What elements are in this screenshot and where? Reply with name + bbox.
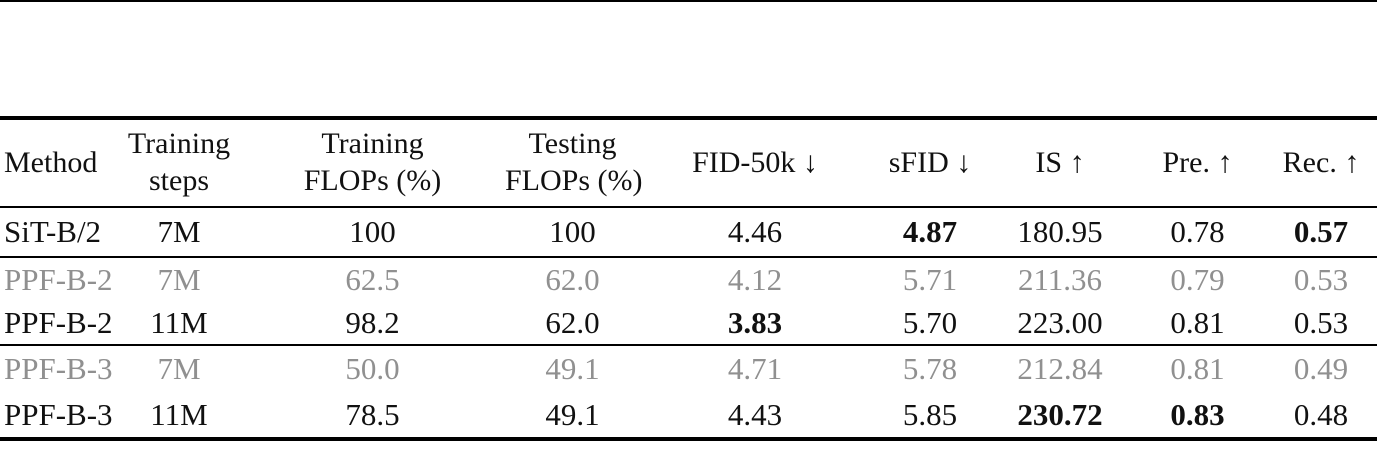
table-body: SiT-B/2 7M 100 100 4.46 4.87 180.95 0.78… bbox=[0, 207, 1377, 439]
cell-training-steps: 11M bbox=[150, 396, 208, 432]
cell-is: 230.72 bbox=[1017, 396, 1103, 432]
cell-recall: 0.53 bbox=[1293, 261, 1349, 297]
cell-method: PPF-B-2 bbox=[4, 304, 113, 340]
header-line: FLOPs (%) bbox=[505, 164, 643, 197]
table-row-ppf-b2-11m: PPF-B-2 11M 98.2 62.0 3.83 5.70 223.00 0… bbox=[0, 301, 1377, 345]
cell-recall: 0.49 bbox=[1293, 351, 1349, 387]
cell-fid50k: 3.83 bbox=[727, 304, 783, 340]
cell-method: PPF-B-3 bbox=[4, 396, 113, 432]
cell-precision: 0.79 bbox=[1170, 261, 1225, 297]
cell-training-flops: 98.2 bbox=[345, 304, 400, 340]
cell-training-flops: 50.0 bbox=[345, 351, 400, 387]
cell-sfid: 5.70 bbox=[902, 304, 958, 340]
cell-testing-flops: 49.1 bbox=[545, 351, 600, 387]
table-row-ppf-b2-7m: PPF-B-2 7M 62.5 62.0 4.12 5.71 211.36 0.… bbox=[0, 257, 1377, 301]
cell-sfid: 5.78 bbox=[902, 351, 958, 387]
cell-is: 223.00 bbox=[1017, 304, 1103, 340]
table-header: Method Training steps Training FLOPs (%)… bbox=[0, 118, 1377, 207]
col-header-testing-flops: Testing FLOPs (%) bbox=[505, 118, 643, 207]
header-line: steps bbox=[149, 164, 209, 197]
top-divider-rule bbox=[0, 0, 1377, 2]
cell-training-flops: 100 bbox=[349, 214, 396, 250]
col-header-sfid: sFID ↓ bbox=[888, 145, 972, 179]
cell-fid50k: 4.12 bbox=[727, 261, 783, 297]
cell-testing-flops: 62.0 bbox=[545, 261, 600, 297]
cell-sfid: 5.85 bbox=[902, 396, 958, 432]
table-row-ppf-b3-11m: PPF-B-3 11M 78.5 49.1 4.43 5.85 230.72 0… bbox=[0, 392, 1377, 439]
cell-method: SiT-B/2 bbox=[4, 214, 102, 250]
cell-method: PPF-B-3 bbox=[4, 351, 113, 387]
cell-training-steps: 11M bbox=[150, 304, 208, 340]
cell-training-flops: 78.5 bbox=[345, 396, 400, 432]
cell-fid50k: 4.46 bbox=[727, 214, 783, 250]
cell-training-steps: 7M bbox=[157, 261, 201, 297]
cell-training-steps: 7M bbox=[157, 351, 201, 387]
cell-recall: 0.53 bbox=[1293, 304, 1349, 340]
cell-recall: 0.48 bbox=[1293, 396, 1349, 432]
cell-precision: 0.83 bbox=[1170, 396, 1225, 432]
cell-testing-flops: 100 bbox=[549, 214, 596, 250]
cell-is: 212.84 bbox=[1017, 351, 1103, 387]
header-line: Training bbox=[321, 127, 424, 161]
cell-precision: 0.78 bbox=[1170, 214, 1225, 250]
cell-training-flops: 62.5 bbox=[345, 261, 400, 297]
cell-recall: 0.57 bbox=[1293, 214, 1349, 250]
col-header-training-steps: Training steps bbox=[118, 118, 240, 207]
cell-fid50k: 4.43 bbox=[727, 396, 783, 432]
cell-fid50k: 4.71 bbox=[727, 351, 783, 387]
table-row-sit-b2: SiT-B/2 7M 100 100 4.46 4.87 180.95 0.78… bbox=[0, 207, 1377, 257]
cell-method: PPF-B-2 bbox=[4, 261, 113, 297]
cell-testing-flops: 49.1 bbox=[545, 396, 600, 432]
header-line: FLOPs (%) bbox=[303, 164, 442, 197]
results-table: Method Training steps Training FLOPs (%)… bbox=[0, 116, 1377, 441]
col-header-fid50k: FID-50k ↓ bbox=[692, 145, 818, 179]
cell-is: 211.36 bbox=[1017, 261, 1103, 297]
col-header-is: IS ↑ bbox=[1035, 145, 1085, 179]
header-row: Method Training steps Training FLOPs (%)… bbox=[0, 118, 1377, 207]
cell-testing-flops: 62.0 bbox=[545, 304, 600, 340]
col-header-recall: Rec. ↑ bbox=[1282, 145, 1360, 179]
cell-precision: 0.81 bbox=[1170, 351, 1225, 387]
cell-sfid: 5.71 bbox=[902, 261, 958, 297]
header-line: Training bbox=[127, 127, 231, 161]
header-line: Testing bbox=[528, 127, 617, 161]
cell-training-steps: 7M bbox=[157, 214, 201, 250]
col-header-training-flops: Training FLOPs (%) bbox=[240, 118, 505, 207]
cell-is: 180.95 bbox=[1017, 214, 1103, 250]
col-header-precision: Pre. ↑ bbox=[1162, 145, 1233, 179]
cell-precision: 0.81 bbox=[1170, 304, 1225, 340]
cell-sfid: 4.87 bbox=[902, 214, 958, 250]
col-header-method: Method bbox=[4, 145, 98, 179]
table-row-ppf-b3-7m: PPF-B-3 7M 50.0 49.1 4.71 5.78 212.84 0.… bbox=[0, 345, 1377, 392]
